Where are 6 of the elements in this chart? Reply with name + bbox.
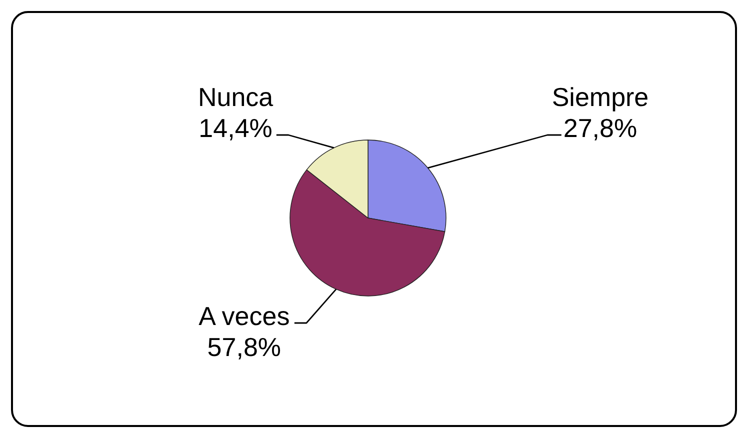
data-label: 27,8% [563,113,638,143]
slice-label: Siempre [552,82,649,112]
data-label: 14,4% [198,113,272,143]
slice-label: A veces [198,301,290,331]
slice-label: Nunca [198,82,274,112]
data-label: 57,8% [207,332,282,362]
